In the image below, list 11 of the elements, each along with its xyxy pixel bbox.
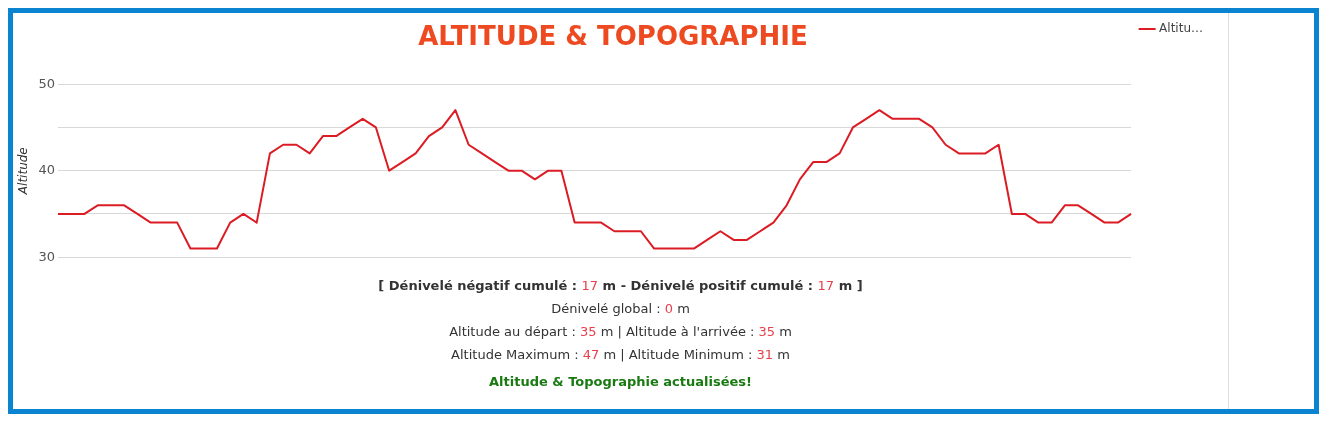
text: Altitude & Topographie actualisées! (489, 374, 752, 389)
y-tick-label: 40 (38, 162, 55, 178)
y-axis-title: Altitude (16, 147, 31, 196)
text: Altitude au départ : 35 m | Altitude à l'arrivée : 35 m (449, 324, 792, 339)
y-tick-label: 50 (38, 75, 55, 91)
legend-label: Altitu… (1159, 21, 1204, 36)
text: Altitude Maximum : 47 m | Altitude Minimum : 31 m (451, 347, 790, 362)
y-tick-label: 30 (38, 248, 55, 264)
chart-title: ALTITUDE & TOPOGRAPHIE (418, 21, 808, 52)
text: Dénivelé global : 0 m (551, 301, 690, 316)
text: [ Dénivelé négatif cumulé : 17 m - Dénivelé positif cumulé : 17 m ] (378, 278, 863, 293)
